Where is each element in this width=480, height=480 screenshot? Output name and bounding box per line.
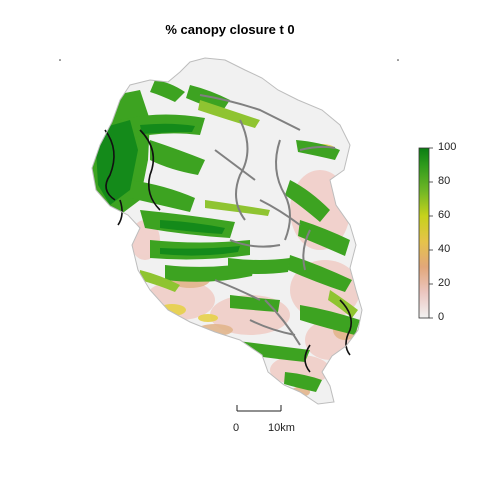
- scale-start-label: 0: [233, 422, 240, 434]
- main-rivers: [104, 129, 353, 373]
- legend-label-60: 60: [438, 209, 451, 221]
- corner-mark: [59, 59, 61, 61]
- legend-label-0: 0: [438, 311, 445, 323]
- map-title: % canopy closure t 0: [165, 22, 295, 37]
- legend-ticks: [429, 147, 433, 319]
- legend-color-bar: [418, 147, 430, 319]
- scale-bar: [236, 405, 282, 412]
- legend-label-80: 80: [438, 175, 451, 187]
- corner-mark: [397, 59, 399, 61]
- legend-label-100: 100: [438, 141, 457, 153]
- legend-label-20: 20: [438, 277, 451, 289]
- stream-network: [199, 94, 336, 346]
- scale-end-label: 10km: [268, 422, 295, 434]
- legend-label-40: 40: [438, 243, 451, 255]
